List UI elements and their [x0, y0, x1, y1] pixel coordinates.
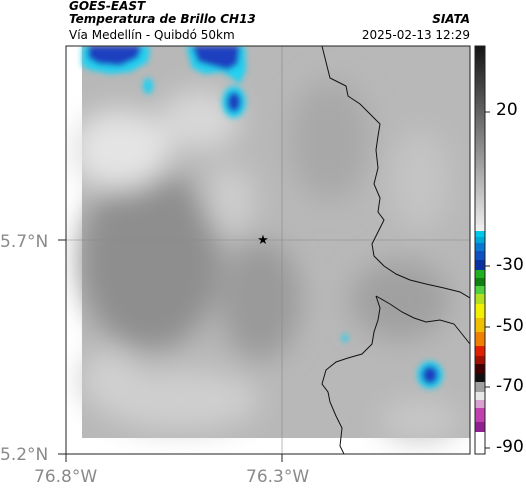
colorbar-tick-label: -30 — [496, 255, 524, 275]
lon-tick-label: 76.8°W — [34, 467, 98, 487]
timestamp-label: 2025-02-13 12:29 — [361, 28, 470, 42]
cold-cloud-southeast — [342, 334, 443, 389]
region-label: Vía Medellín - Quibdó 50km — [69, 28, 235, 42]
border-lines — [321, 46, 470, 454]
map-frame — [65, 45, 471, 455]
colorbar-tick-label: 20 — [496, 100, 518, 120]
lat-tick-label: 5.2°N — [0, 445, 49, 465]
lon-tick-label: 76.3°W — [246, 467, 310, 487]
star-icon: ★ — [257, 233, 269, 248]
colorbar-tick-label: -90 — [496, 437, 524, 457]
product-title: GOES-EAST — [69, 0, 146, 13]
cold-cloud-north — [82, 46, 246, 118]
map-area: ★ — [66, 46, 470, 454]
lat-tick-label: 5.7°N — [0, 232, 49, 252]
variable-title: Temperatura de Brillo CH13 — [69, 12, 256, 26]
cloud-texture — [70, 80, 460, 440]
colorbar-tick-label: -70 — [496, 376, 524, 396]
institution-label: SIATA — [432, 12, 470, 26]
gridlines — [66, 46, 470, 454]
axis-ticks — [58, 239, 283, 462]
colorbar-tick-label: -50 — [496, 316, 524, 336]
colorbar — [474, 45, 490, 455]
